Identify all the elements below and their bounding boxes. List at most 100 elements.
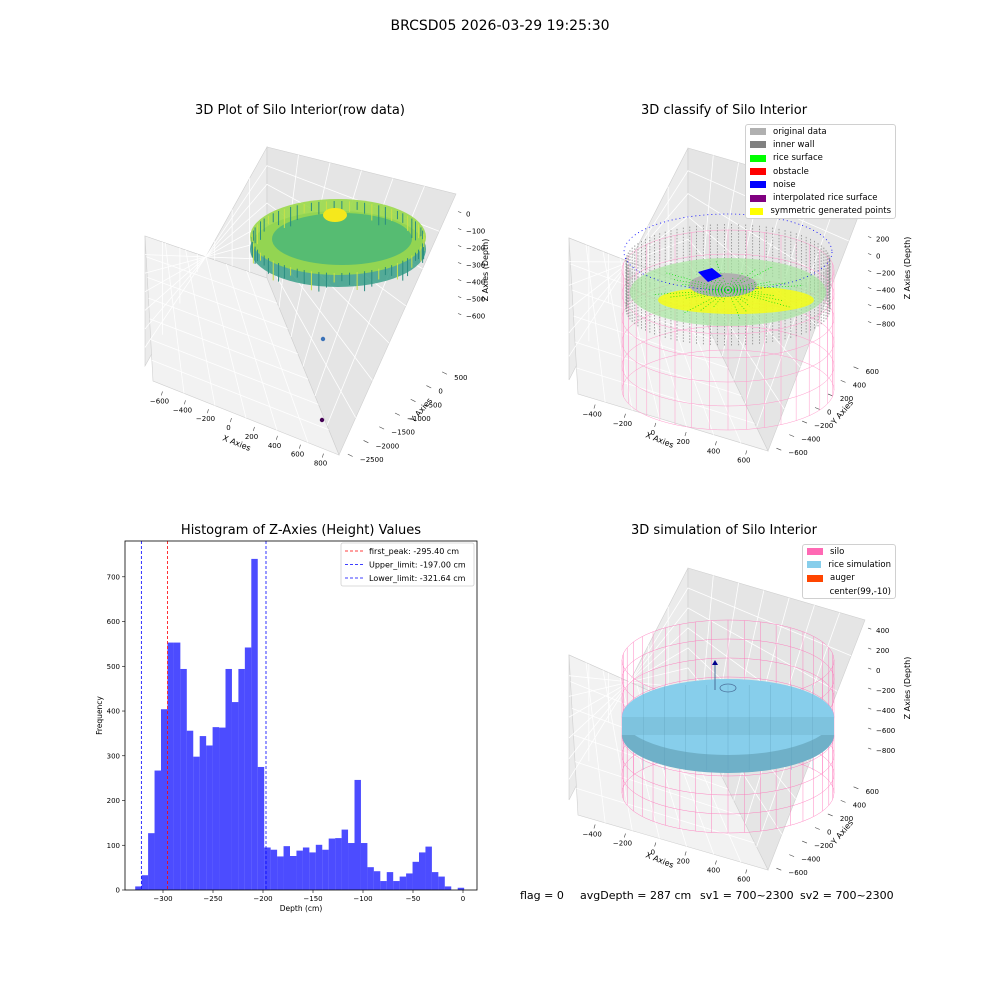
x-tick-label: −200 (253, 895, 272, 903)
tl-x-tick-label: 200 (245, 433, 258, 441)
tr-z-tick-label: 0 (876, 253, 880, 261)
br-z-tick-label: −800 (876, 747, 895, 755)
br-z-tick-mark (867, 707, 872, 710)
br-x-tick-label: −400 (583, 831, 602, 839)
rice-surface-points (727, 289, 741, 319)
legend-label: rice simulation (828, 559, 891, 570)
legend-swatch (750, 141, 766, 149)
histogram-bar (212, 727, 220, 890)
legend-swatch (807, 588, 823, 595)
br-x-tick-mark (684, 851, 687, 856)
legend-swatch (750, 168, 766, 176)
tl-y-tick-mark (347, 453, 353, 457)
tr-x-tick-label: 600 (737, 456, 750, 464)
tr-x-ticks: −400 −200 0 200 400 600 (583, 404, 751, 464)
depth-histogram: −300 −250 −200 −150 −100 −50 0 0 100 200 300 400 500… (95, 540, 478, 913)
tr-z-tick-label: −200 (876, 270, 895, 278)
tr-z-tick-mark (867, 287, 872, 289)
legend-label: noise (773, 179, 796, 190)
histogram-bar (264, 847, 271, 890)
legend-label: interpolated rice surface (773, 193, 878, 204)
rice-surface-points (727, 272, 744, 291)
rice-surface-points (727, 282, 788, 291)
raw-cloud-inner (272, 213, 412, 265)
br-x-tick-mark (654, 842, 657, 847)
x-tick-label: −300 (153, 895, 172, 903)
histogram-bar (315, 844, 323, 890)
tl-x-tick-label: −600 (150, 397, 169, 405)
tl-x-tick-mark (299, 444, 301, 449)
tl-x-tick-label: 800 (314, 460, 327, 468)
tl-y-tick-mark (442, 371, 448, 375)
rice-surface-points (672, 278, 729, 291)
histogram-bar (257, 766, 265, 890)
br-z-tick-label: 400 (876, 627, 889, 635)
tl-x-tick-mark (184, 400, 186, 405)
histogram-bar (406, 873, 413, 890)
br-y-tick-mark (802, 840, 808, 844)
histogram-bar (302, 847, 310, 890)
tl-x-tick-label: −400 (173, 406, 192, 414)
tl-z-tick-label: −400 (466, 279, 485, 287)
tr-y-tick-mark (814, 407, 820, 410)
rice-surface-points (722, 289, 729, 303)
tl-y-tick-label: 500 (454, 374, 467, 382)
legend-swatch (750, 128, 766, 136)
br-z-tick-label: −600 (876, 727, 895, 735)
tr-y-tick-mark (827, 393, 833, 397)
br-z-tick-mark (867, 727, 872, 730)
tl-z-tick-mark (457, 262, 462, 264)
tl-y-tick-label: −1500 (391, 429, 415, 437)
histogram-bar (270, 849, 278, 890)
histogram-bar (141, 875, 149, 890)
legend-label: first_peak: -295.40 cm (369, 547, 459, 556)
br-x-tick-label: 400 (707, 867, 720, 875)
tr-y-tick-mark (776, 447, 782, 451)
rice-mesh (643, 685, 813, 770)
rice-surface-points (727, 284, 743, 291)
br-z-ticks: 400 200 0 −200 −400 −600 −800 (867, 627, 895, 755)
tl-z-tick-mark (457, 245, 462, 247)
histogram-bar (348, 843, 355, 890)
histogram-bar (419, 852, 426, 890)
tl-x-tick-label: −200 (196, 415, 215, 423)
br-y-tick-label: 200 (840, 815, 853, 823)
sv2-text: sv2 = 700~2300 (800, 889, 894, 902)
legend-swatch (807, 548, 823, 556)
histogram-bar (309, 852, 316, 890)
tl-y-tick-mark (379, 426, 385, 430)
br-x-tick-mark (745, 869, 748, 874)
flag-text: flag = 0 (520, 889, 564, 902)
histogram-bar (367, 867, 374, 890)
histogram-bar (206, 745, 213, 890)
histogram-title: Histogram of Z-Axies (Height) Values (180, 523, 422, 538)
panel-title-classify: 3D classify of Silo Interior (640, 103, 808, 118)
avg-depth-text: avgDepth = 287 cm (580, 889, 692, 902)
legend-label: original data (773, 126, 827, 137)
br-z-tick-mark (867, 687, 872, 690)
legend-swatch (750, 194, 766, 202)
x-tick-label: −100 (353, 895, 372, 903)
br-gridline (568, 607, 838, 759)
rice-surface-points (715, 261, 729, 291)
x-axis-label: X Axies (644, 431, 675, 450)
histogram-bar (399, 876, 407, 890)
rice-surface-points (685, 289, 729, 299)
legend-label: rice surface (773, 153, 823, 164)
legend-label: symmetric generated points (770, 206, 891, 217)
tl-x-ticks: −600 −400 −200 0 200 400 600 800 (150, 391, 327, 468)
x-tick-label: −50 (406, 895, 421, 903)
br-y-tick-label: 400 (853, 801, 866, 809)
br-x-tick-label: 600 (737, 876, 750, 884)
tl-z-tick-label: −100 (466, 228, 485, 236)
tl-y-tick-mark (394, 412, 400, 416)
histogram-bar (225, 668, 232, 890)
br-z-tick-label: 0 (876, 667, 880, 675)
rice-surface-points (707, 279, 729, 291)
tr-gridline (571, 289, 715, 341)
rice-surface-points (652, 289, 729, 295)
rice-surface-points (683, 289, 729, 314)
tr-x-tick-label: −200 (613, 420, 632, 428)
rice-surface-points (727, 289, 743, 296)
